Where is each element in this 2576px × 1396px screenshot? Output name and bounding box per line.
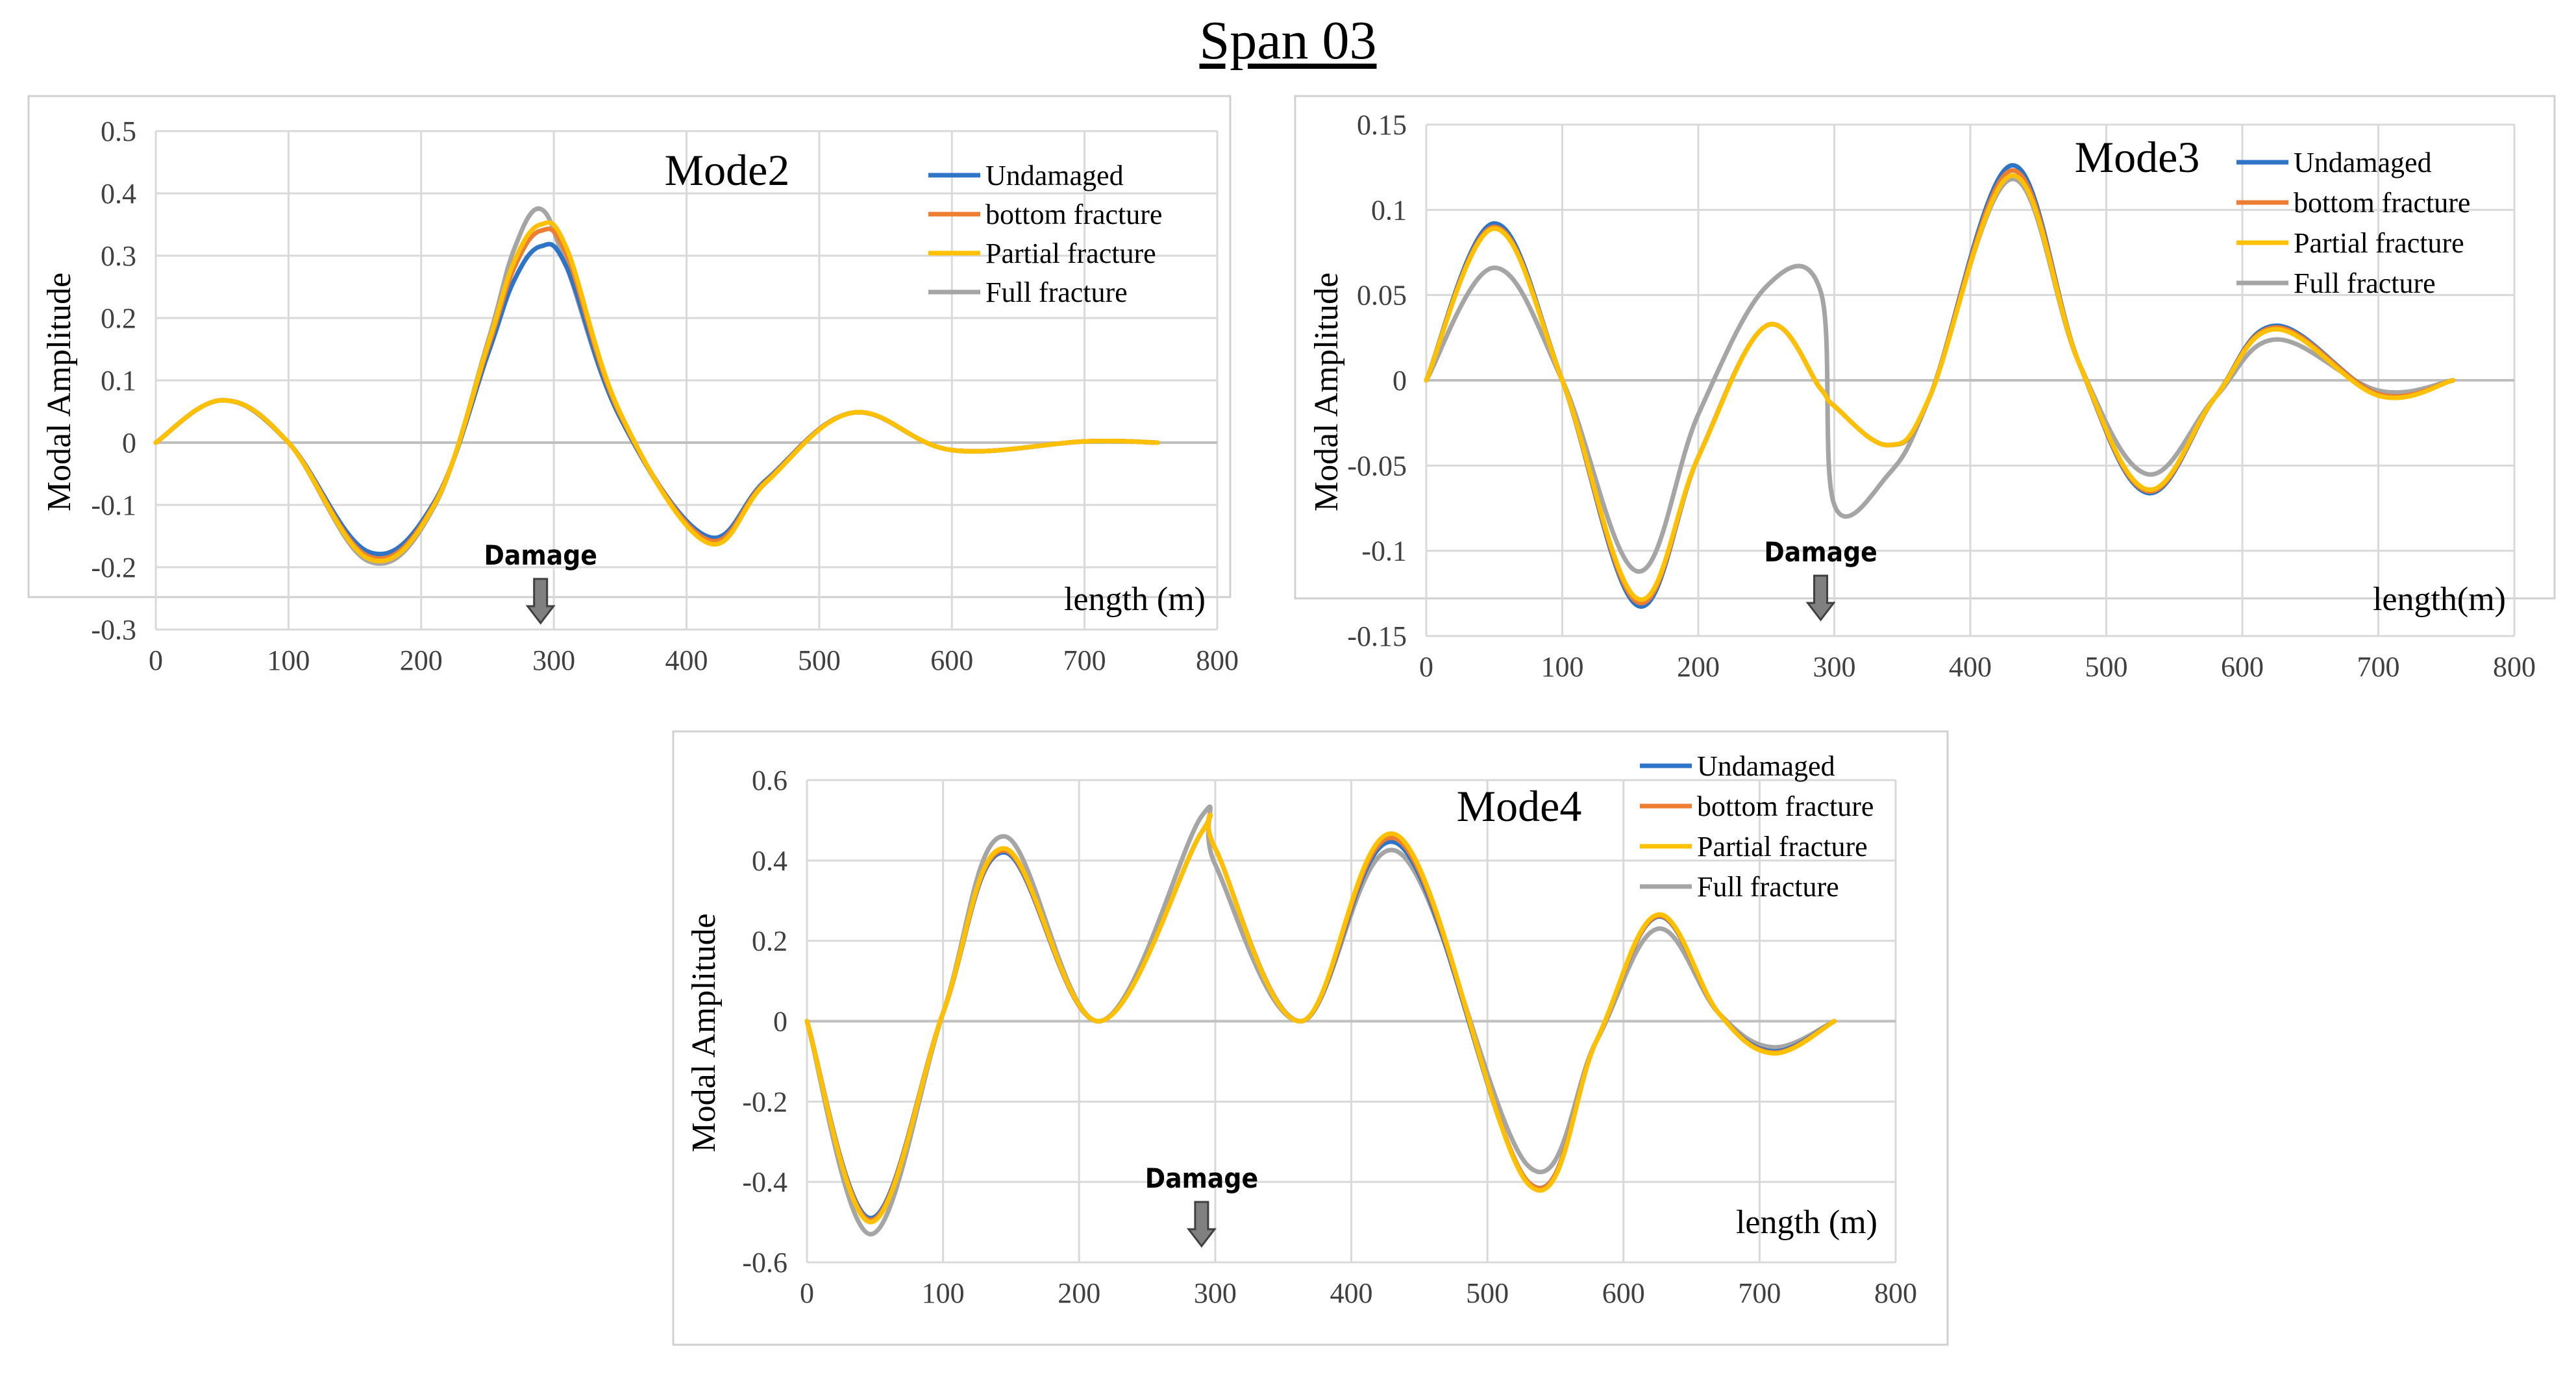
x-tick-label: 200 <box>1677 651 1720 683</box>
x-tick-label: 0 <box>800 1277 814 1309</box>
y-tick-label: 0.1 <box>101 365 136 397</box>
mode-title: Mode4 <box>1457 781 1582 831</box>
x-tick-label: 700 <box>1738 1277 1781 1309</box>
y-tick-label: -0.1 <box>91 489 136 521</box>
y-tick-label: 0.4 <box>101 178 136 210</box>
legend-label: Partial fracture <box>2294 227 2464 259</box>
damage-label: Damage <box>1145 1162 1258 1194</box>
x-tick-label: 500 <box>2085 651 2128 683</box>
legend-label: Undamaged <box>1697 750 1835 782</box>
series-line-partial-fracture <box>804 812 1837 1225</box>
y-tick-label: 0.3 <box>101 240 136 272</box>
chart-mode2: 0 100 200 300 400 500 600 700 800 -0.3 -0.2 -0.1 0 0.… <box>27 95 1239 676</box>
x-tick-label: 500 <box>798 644 841 676</box>
legend-label: Undamaged <box>2294 147 2432 178</box>
x-tick-label: 100 <box>267 644 310 676</box>
y-axis-label: Modal Amplitude <box>1308 273 1345 511</box>
y-axis-label: Modal Amplitude <box>686 913 723 1152</box>
y-tick-label: 0.1 <box>1371 194 1407 226</box>
x-axis-label: length (m) <box>1736 1204 1877 1241</box>
x-tick-label: 100 <box>1541 651 1584 683</box>
y-tick-label: 0.5 <box>101 116 136 147</box>
y-tick-label: 0 <box>122 427 136 459</box>
mode-title: Mode3 <box>2075 132 2200 182</box>
y-tick-label: 0.4 <box>752 845 787 877</box>
legend-label: Partial fracture <box>985 238 1156 269</box>
x-tick-label: 700 <box>2357 651 2400 683</box>
y-tick-label: -0.2 <box>742 1086 787 1118</box>
legend-label: Partial fracture <box>1697 831 1868 863</box>
y-tick-label: 0.2 <box>752 925 787 957</box>
chart-frame <box>1294 95 2556 600</box>
x-tick-label: 800 <box>2493 651 2536 683</box>
x-tick-label: 200 <box>1058 1277 1100 1309</box>
x-tick-label: 600 <box>930 644 973 676</box>
y-tick-label: -0.4 <box>742 1166 787 1198</box>
legend-label: bottom fracture <box>1697 790 1874 822</box>
series-line-partial-fracture <box>153 220 1160 564</box>
chart-mode3: 0 100 200 300 400 500 600 700 800 -0.15 -0.1 -0.05 0… <box>1294 95 2556 683</box>
chart-frame <box>27 95 1232 598</box>
x-tick-label: 800 <box>1196 644 1239 676</box>
x-tick-label: 300 <box>1813 651 1856 683</box>
damage-label: Damage <box>484 539 597 571</box>
x-tick-label: 600 <box>1602 1277 1645 1309</box>
x-tick-label: 100 <box>922 1277 965 1309</box>
y-tick-label: 0.05 <box>1357 280 1407 312</box>
legend-label: Full fracture <box>1697 871 1839 903</box>
x-tick-label: 800 <box>1874 1277 1917 1309</box>
y-tick-label: -0.1 <box>1361 535 1407 567</box>
y-tick-label: 0 <box>773 1006 787 1038</box>
x-axis-label: length(m) <box>2373 581 2506 618</box>
y-tick-label: 0.2 <box>101 302 136 334</box>
mode-title: Mode2 <box>665 145 790 195</box>
legend-label: Full fracture <box>2294 267 2436 299</box>
x-tick-label: 700 <box>1063 644 1106 676</box>
page-title: Span 03 <box>1199 10 1377 71</box>
damage-arrow-icon <box>1805 574 1836 622</box>
y-tick-label: -0.3 <box>91 614 136 646</box>
damage-arrow-icon <box>1186 1201 1217 1248</box>
chart-frame <box>672 730 1949 1346</box>
chart-mode4: 0 100 200 300 400 500 600 700 800 -0.6 -0.4 -0.2 0 0.… <box>672 730 1949 1346</box>
x-tick-label: 200 <box>400 644 443 676</box>
y-tick-label: -0.2 <box>91 552 136 583</box>
y-tick-label: 0 <box>1393 365 1407 397</box>
y-tick-label: -0.6 <box>742 1247 787 1279</box>
x-tick-label: 300 <box>1194 1277 1237 1309</box>
series-line-partial-fracture <box>1424 173 2456 602</box>
legend-label: Full fracture <box>985 276 1128 308</box>
x-tick-label: 0 <box>1419 651 1433 683</box>
damage-arrow-icon <box>525 578 556 625</box>
x-tick-label: 300 <box>532 644 575 676</box>
x-tick-label: 500 <box>1466 1277 1509 1309</box>
y-tick-label: 0.15 <box>1357 109 1407 141</box>
x-tick-label: 600 <box>2221 651 2264 683</box>
x-tick-label: 400 <box>665 644 708 676</box>
x-axis-label: length (m) <box>1064 581 1206 618</box>
damage-label: Damage <box>1764 536 1877 568</box>
x-tick-label: 400 <box>1330 1277 1373 1309</box>
y-axis-label: Modal Amplitude <box>41 273 78 511</box>
legend-label: bottom fracture <box>985 199 1162 230</box>
legend-label: bottom fracture <box>2294 187 2470 219</box>
x-tick-label: 0 <box>149 644 163 676</box>
legend-label: Undamaged <box>985 160 1124 191</box>
y-tick-label: -0.05 <box>1347 450 1407 482</box>
y-tick-label: -0.15 <box>1347 620 1407 652</box>
x-tick-label: 400 <box>1949 651 1992 683</box>
y-tick-label: 0.6 <box>752 765 787 796</box>
